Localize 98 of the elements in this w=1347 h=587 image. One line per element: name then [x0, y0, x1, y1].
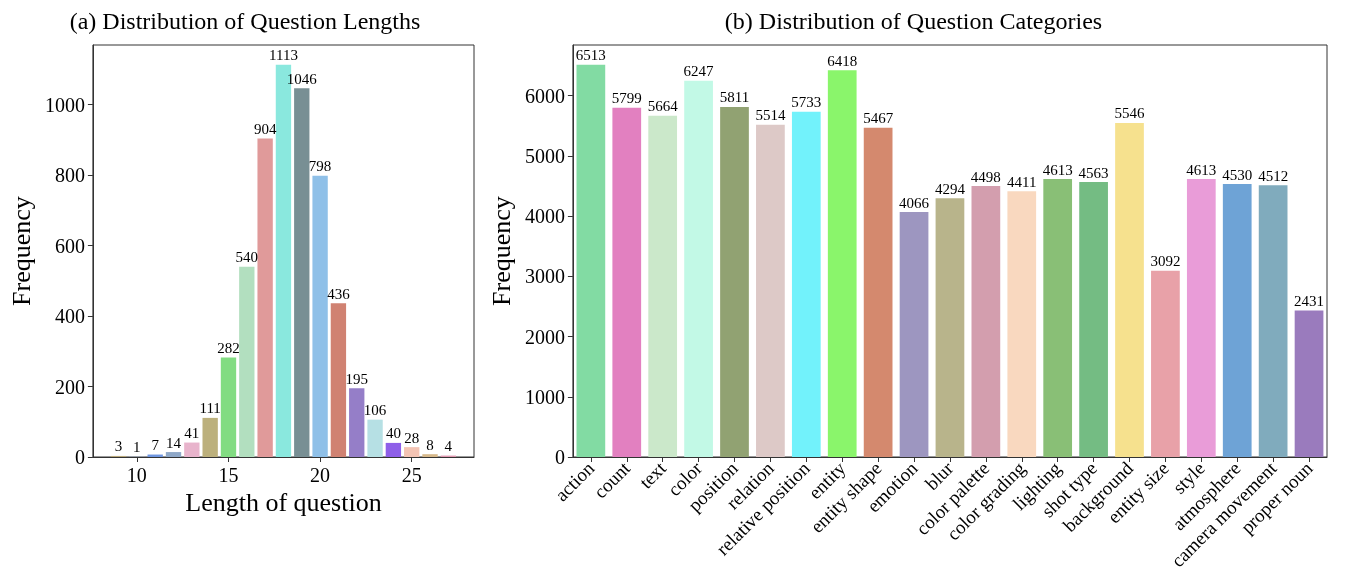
data-label: 4613 — [1042, 161, 1073, 178]
data-label: 798 — [308, 158, 332, 175]
data-label: 436 — [327, 285, 351, 302]
bar — [863, 127, 893, 457]
bar — [349, 388, 365, 457]
data-label: 28 — [404, 429, 420, 446]
bar — [1294, 310, 1324, 457]
y-tick-label: 400 — [54, 305, 85, 328]
y-tick-label: 0 — [74, 446, 85, 468]
data-label: 4 — [444, 438, 453, 455]
data-label: 111 — [199, 400, 221, 417]
bar — [1115, 122, 1144, 457]
data-label: 1 — [133, 439, 141, 456]
bar — [612, 107, 642, 457]
data-label: 4613 — [1186, 161, 1217, 178]
bar — [756, 124, 785, 457]
data-label: 41 — [184, 425, 200, 442]
data-label: 4512 — [1258, 167, 1289, 184]
data-label: 5514 — [755, 107, 786, 124]
bar — [1258, 185, 1288, 457]
data-label: 40 — [385, 425, 401, 442]
y-tick-label: 600 — [54, 234, 85, 257]
data-label: 5811 — [719, 89, 750, 106]
y-tick-label: 4000 — [524, 205, 565, 228]
chart-title: (b) Distribution of Question Categories — [724, 8, 1103, 34]
y-tick-label: 1000 — [44, 93, 85, 116]
data-label: 5467 — [863, 110, 894, 127]
data-label: 1046 — [286, 70, 318, 87]
chart-title: (a) Distribution of Question Lengths — [69, 8, 421, 34]
data-label: 282 — [217, 340, 240, 357]
y-tick-label: 1000 — [524, 385, 565, 408]
y-tick-label: 5000 — [524, 144, 565, 167]
x-tick-label: 25 — [401, 464, 422, 486]
data-label: 3 — [114, 438, 123, 455]
data-label: 4066 — [899, 194, 930, 211]
data-label: 5664 — [647, 98, 679, 115]
data-label: 6513 — [575, 47, 606, 64]
y-tick-label: 6000 — [524, 84, 565, 107]
x-tick-label: 15 — [218, 464, 239, 486]
bar — [1079, 182, 1108, 457]
x-tick-label: 10 — [126, 464, 147, 486]
data-label: 4294 — [934, 180, 966, 197]
bar — [720, 106, 749, 457]
x-axis-title: Length of question — [185, 488, 382, 518]
bar — [1007, 191, 1037, 457]
y-tick-label: 0 — [554, 446, 565, 468]
bar — [202, 417, 218, 457]
data-label: 2431 — [1294, 293, 1325, 310]
data-label: 7 — [151, 437, 160, 454]
bar — [1151, 270, 1180, 457]
bar — [899, 212, 929, 457]
y-tick-label: 200 — [54, 375, 85, 398]
data-label: 5799 — [611, 90, 642, 107]
y-tick-label: 2000 — [524, 325, 565, 348]
bar — [827, 70, 857, 457]
bar — [404, 447, 420, 457]
bar — [312, 175, 328, 457]
bar — [1186, 179, 1216, 457]
bar — [684, 80, 713, 457]
bar — [367, 419, 383, 457]
data-label: 4498 — [970, 168, 1001, 185]
data-label: 5546 — [1114, 105, 1145, 122]
bar — [165, 452, 182, 457]
data-label: 106 — [363, 402, 387, 419]
y-axis-title: Frequency — [486, 196, 516, 306]
data-label: 4530 — [1222, 166, 1253, 183]
bar — [791, 111, 821, 457]
bar — [239, 266, 255, 457]
bar — [576, 64, 606, 457]
data-label: 14 — [166, 434, 182, 451]
data-label: 5733 — [791, 94, 822, 111]
data-label: 540 — [235, 249, 259, 266]
data-label: 6247 — [683, 63, 715, 80]
y-tick-label: 3000 — [524, 265, 565, 288]
data-label: 4411 — [1007, 173, 1037, 190]
bar — [257, 138, 273, 457]
bar — [184, 442, 200, 457]
data-label: 8 — [426, 436, 434, 453]
data-label: 1113 — [269, 47, 298, 64]
x-tick-label: 20 — [310, 464, 331, 486]
bar — [294, 88, 310, 457]
bar — [220, 357, 237, 457]
bar — [1222, 184, 1252, 457]
y-axis-title: Frequency — [6, 196, 36, 306]
data-label: 904 — [253, 120, 277, 137]
bar — [935, 198, 965, 457]
data-label: 4563 — [1078, 164, 1109, 181]
bar — [385, 442, 402, 457]
bar — [648, 115, 678, 457]
bar — [422, 454, 438, 457]
data-label: 6418 — [827, 52, 858, 69]
data-label: 3092 — [1150, 253, 1181, 270]
data-label: 195 — [345, 370, 368, 387]
bar — [971, 186, 1001, 457]
y-tick-label: 800 — [54, 164, 85, 187]
x-tick-label: text — [635, 457, 671, 493]
bar — [1043, 179, 1073, 457]
bar — [330, 303, 347, 457]
